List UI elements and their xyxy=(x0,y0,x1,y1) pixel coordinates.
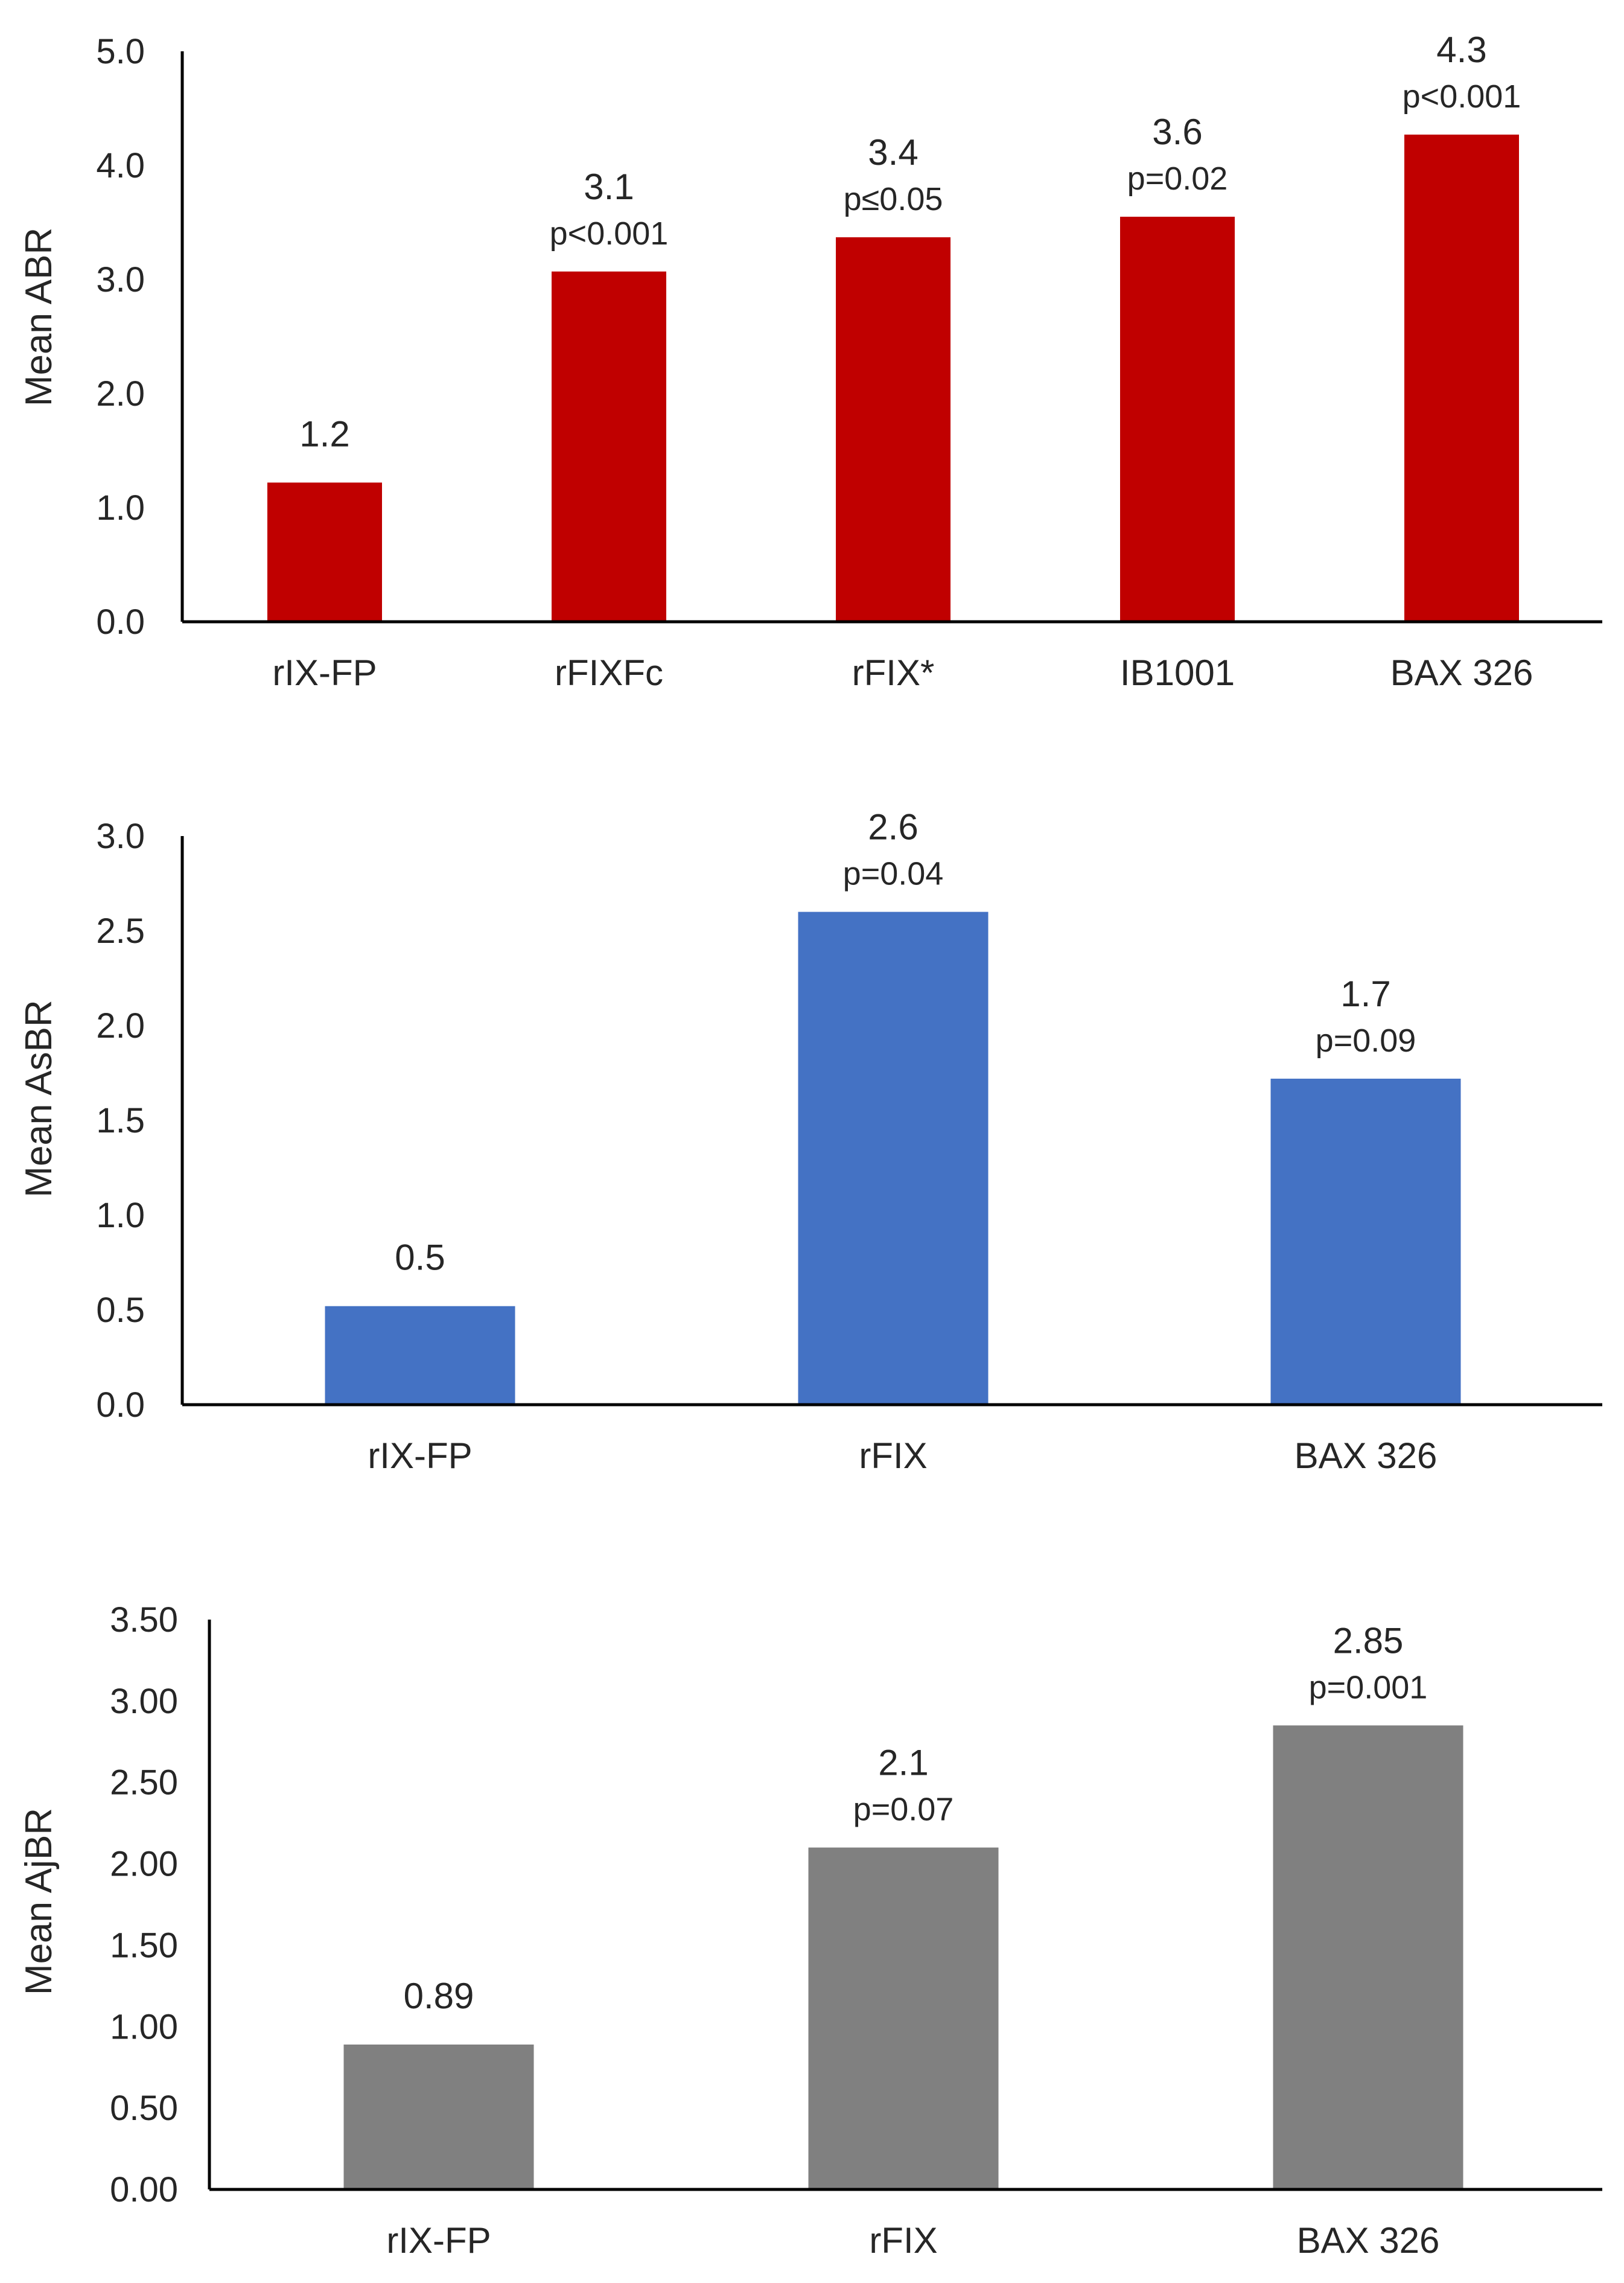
y-tick-label: 1.50 xyxy=(110,1926,178,1965)
p-value-label: p≤0.05 xyxy=(844,181,943,217)
x-tick-label: IB1001 xyxy=(1120,653,1235,693)
x-tick-label: rIX-FP xyxy=(368,1435,472,1476)
y-tick-label: 2.00 xyxy=(110,1845,178,1884)
y-tick-label: 0.00 xyxy=(110,2170,178,2209)
value-label: 3.6 xyxy=(1152,112,1202,152)
value-label: 0.5 xyxy=(395,1237,445,1278)
y-axis-ticks: 0.0 0.5 1.0 1.5 2.0 2.5 3.0 xyxy=(96,817,145,1425)
bars xyxy=(343,1725,1463,2189)
x-tick-label: rIX-FP xyxy=(272,653,377,693)
bar xyxy=(808,1847,999,2189)
bars xyxy=(325,912,1461,1405)
y-tick-label: 1.5 xyxy=(96,1101,145,1140)
y-axis-ticks: 0.00 0.50 1.00 1.50 2.00 2.50 3.00 3.50 xyxy=(110,1600,178,2209)
y-axis-label: Mean AjBR xyxy=(18,1808,60,1995)
value-label: 2.85 xyxy=(1333,1620,1404,1661)
x-tick-label: rFIX xyxy=(869,2220,937,2261)
y-tick-label: 2.5 xyxy=(96,912,145,951)
chart-ajbr: Mean AjBR 0.00 0.50 1.00 1.50 2.00 2.50 3.00 3.… xyxy=(18,1600,1602,2261)
p-value-label: p=0.07 xyxy=(853,1792,954,1828)
value-label: 1.2 xyxy=(299,413,349,454)
bar xyxy=(1270,1078,1461,1405)
y-tick-label: 2.0 xyxy=(96,374,145,413)
bar xyxy=(836,237,951,622)
y-tick-label: 1.0 xyxy=(96,488,145,528)
value-label: 0.89 xyxy=(404,1976,474,2016)
y-tick-label: 1.00 xyxy=(110,2007,178,2046)
bar xyxy=(1404,134,1519,622)
x-tick-label: rIX-FP xyxy=(386,2220,491,2261)
x-tick-label: rFIXFc xyxy=(555,653,663,693)
p-value-label: p<0.001 xyxy=(550,216,669,252)
x-tick-label: rFIX* xyxy=(852,653,935,693)
p-value-label: p=0.02 xyxy=(1127,161,1228,197)
bar xyxy=(798,912,989,1405)
bar xyxy=(1273,1725,1463,2189)
value-label: 1.7 xyxy=(1340,974,1390,1014)
bar xyxy=(1120,217,1235,622)
data-labels: 0.5 2.6 p=0.04 1.7 p=0.09 xyxy=(395,807,1416,1278)
value-label: 3.1 xyxy=(584,167,634,207)
y-axis-label: Mean ABR xyxy=(18,228,60,406)
p-value-label: p<0.001 xyxy=(1403,78,1521,115)
y-tick-label: 5.0 xyxy=(96,32,145,71)
x-tick-label: BAX 326 xyxy=(1294,1435,1438,1476)
y-tick-label: 2.0 xyxy=(96,1006,145,1046)
bars xyxy=(267,134,1519,622)
x-tick-label: rFIX xyxy=(859,1435,927,1476)
data-labels: 1.2 3.1 p<0.001 3.4 p≤0.05 3.6 p=0.02 4.3 p<0.00… xyxy=(299,30,1521,454)
value-label: 2.6 xyxy=(868,807,918,848)
y-tick-label: 2.50 xyxy=(110,1763,178,1802)
bar xyxy=(267,482,382,622)
p-value-label: p=0.09 xyxy=(1316,1023,1416,1059)
chart-abr: Mean ABR 0.0 1.0 2.0 3.0 4.0 5.0 rIX-FP rFIXFc… xyxy=(18,30,1602,693)
x-axis-labels: rIX-FP rFIXFc rFIX* IB1001 BAX 326 xyxy=(272,653,1533,693)
bar xyxy=(552,271,666,622)
value-label: 3.4 xyxy=(868,132,918,173)
x-axis-labels: rIX-FP rFIX BAX 326 xyxy=(368,1435,1437,1476)
y-tick-label: 0.5 xyxy=(96,1291,145,1330)
y-tick-label: 4.0 xyxy=(96,146,145,185)
chart-asbr: Mean AsBR 0.0 0.5 1.0 1.5 2.0 2.5 3.0 rIX-FP rF… xyxy=(18,807,1602,1476)
x-axis-labels: rIX-FP rFIX BAX 326 xyxy=(386,2220,1439,2261)
y-tick-label: 0.0 xyxy=(96,602,145,642)
y-axis-ticks: 0.0 1.0 2.0 3.0 4.0 5.0 xyxy=(96,32,145,642)
value-label: 4.3 xyxy=(1436,30,1486,70)
y-tick-label: 1.0 xyxy=(96,1196,145,1235)
y-tick-label: 0.50 xyxy=(110,2089,178,2128)
x-tick-label: BAX 326 xyxy=(1390,653,1533,693)
y-tick-label: 0.0 xyxy=(96,1385,145,1425)
value-label: 2.1 xyxy=(878,1743,928,1783)
bar xyxy=(343,2044,534,2189)
bar xyxy=(325,1306,515,1405)
x-tick-label: BAX 326 xyxy=(1297,2220,1440,2261)
y-tick-label: 3.50 xyxy=(110,1600,178,1640)
y-axis-label: Mean AsBR xyxy=(18,1000,60,1197)
p-value-label: p=0.04 xyxy=(843,856,944,892)
y-tick-label: 3.0 xyxy=(96,260,145,299)
y-tick-label: 3.00 xyxy=(110,1682,178,1721)
p-value-label: p=0.001 xyxy=(1309,1669,1428,1705)
y-tick-label: 3.0 xyxy=(96,817,145,856)
data-labels: 0.89 2.1 p=0.07 2.85 p=0.001 xyxy=(404,1620,1428,2016)
